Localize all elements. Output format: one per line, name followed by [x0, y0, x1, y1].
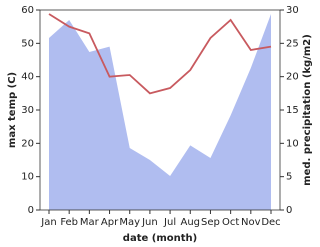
y2-tick-label: 25 [286, 38, 299, 49]
x-tick-label: Nov [241, 217, 261, 228]
y2-tick-label: 20 [286, 72, 299, 83]
x-tick-label: Jul [163, 217, 176, 228]
x-tick-label: Jun [141, 217, 158, 228]
y2-axis-label: med. precipitation (kg/m2) [302, 34, 313, 186]
y-tick-label: 30 [21, 105, 34, 116]
y-tick-label: 40 [21, 72, 34, 83]
line [48, 13, 272, 95]
y-tick-label: 10 [21, 172, 34, 183]
x-tick-label: Sep [201, 217, 220, 228]
x-tick-label: Oct [222, 217, 239, 228]
y-tick-label: 60 [21, 5, 34, 16]
y2-tick-label: 5 [286, 172, 292, 183]
y-tick-label: 0 [28, 205, 34, 216]
y-tick-label: 20 [21, 138, 34, 149]
y2-tick-label: 15 [286, 105, 299, 116]
y-tick-label: 50 [21, 38, 34, 49]
x-tick-label: Jan [40, 217, 56, 228]
y-axis-label: max temp (C) [7, 72, 18, 148]
x-tick-label: Apr [101, 217, 119, 228]
y2-tick-label: 10 [286, 138, 299, 149]
x-tick-label: Aug [181, 217, 201, 228]
area [49, 14, 271, 210]
y2-tick-label: 30 [286, 5, 299, 16]
x-axis-label: date (month) [123, 233, 197, 244]
x-tick-label: May [119, 217, 140, 228]
x-tick-label: Dec [261, 217, 280, 228]
y2-tick-label: 0 [286, 205, 292, 216]
x-tick-label: Feb [60, 217, 78, 228]
x-tick-label: Mar [80, 217, 100, 228]
